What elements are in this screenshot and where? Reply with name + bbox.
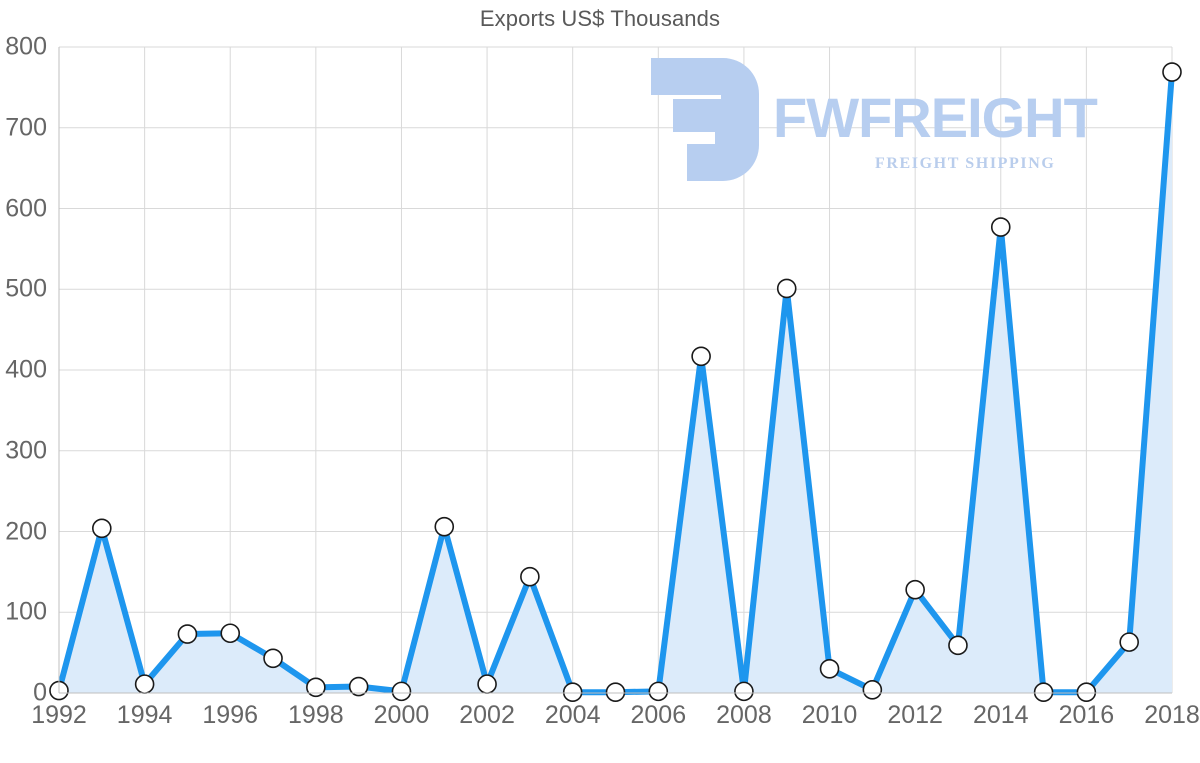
x-axis-tick-label: 2016 xyxy=(1058,701,1115,729)
data-point-marker[interactable] xyxy=(776,278,797,299)
data-point-marker[interactable] xyxy=(819,658,840,679)
y-axis-tick-label: 500 xyxy=(5,274,47,303)
data-point-marker[interactable] xyxy=(477,674,497,694)
x-axis-tick-label: 2008 xyxy=(716,701,772,729)
y-axis-tick-label: 300 xyxy=(5,436,47,465)
y-axis-tick-label: 100 xyxy=(5,597,47,626)
data-point-marker[interactable] xyxy=(948,635,968,656)
x-axis-tick-label: 2004 xyxy=(544,701,601,729)
page-title: Exports US$ Thousands xyxy=(479,6,721,31)
y-axis-tick-label: 0 xyxy=(33,678,47,707)
data-point-marker[interactable] xyxy=(434,516,455,537)
data-point-marker[interactable] xyxy=(1119,632,1139,652)
y-axis-tick-label: 700 xyxy=(5,113,47,142)
y-axis-tick-label: 200 xyxy=(5,517,47,545)
data-point-marker[interactable] xyxy=(391,681,412,702)
x-axis-tick-label: 1994 xyxy=(116,701,173,729)
data-point-marker[interactable] xyxy=(306,677,326,698)
x-axis-tick-label: 2014 xyxy=(972,701,1029,729)
data-point-marker[interactable] xyxy=(177,624,198,644)
data-point-marker[interactable] xyxy=(691,346,711,367)
data-point-marker[interactable] xyxy=(734,681,754,702)
data-point-marker[interactable] xyxy=(220,623,241,644)
y-axis-tick-label: 600 xyxy=(5,194,47,222)
x-axis-tick-label: 2010 xyxy=(801,701,858,729)
x-axis-tick-label: 1998 xyxy=(288,701,344,729)
x-axis-tick-label: 2006 xyxy=(630,701,687,729)
data-point-marker[interactable] xyxy=(562,682,583,702)
y-axis-tick-label: 800 xyxy=(5,32,47,61)
data-point-marker[interactable] xyxy=(905,579,925,600)
x-axis-tick-label: 2012 xyxy=(887,701,943,729)
data-point-marker[interactable] xyxy=(348,676,369,697)
x-axis-tick-label: 1996 xyxy=(202,701,259,729)
data-point-marker[interactable] xyxy=(1033,682,1054,702)
data-point-marker[interactable] xyxy=(605,682,626,702)
data-point-marker[interactable] xyxy=(1162,62,1182,82)
x-axis-tick-label: 1992 xyxy=(31,701,87,729)
x-axis-tick-label: 2000 xyxy=(373,701,430,729)
data-point-marker[interactable] xyxy=(520,566,540,587)
data-point-marker[interactable] xyxy=(134,674,155,694)
y-axis-tick-label: 400 xyxy=(5,355,47,384)
data-point-marker[interactable] xyxy=(263,648,283,669)
data-point-marker[interactable] xyxy=(990,217,1011,237)
data-point-marker[interactable] xyxy=(1076,682,1097,702)
data-point-marker[interactable] xyxy=(862,679,883,700)
data-point-marker[interactable] xyxy=(92,518,112,539)
data-point-marker[interactable] xyxy=(648,681,669,702)
x-axis-tick-label: 2002 xyxy=(459,701,515,729)
x-axis-tick-label: 2018 xyxy=(1144,701,1200,729)
